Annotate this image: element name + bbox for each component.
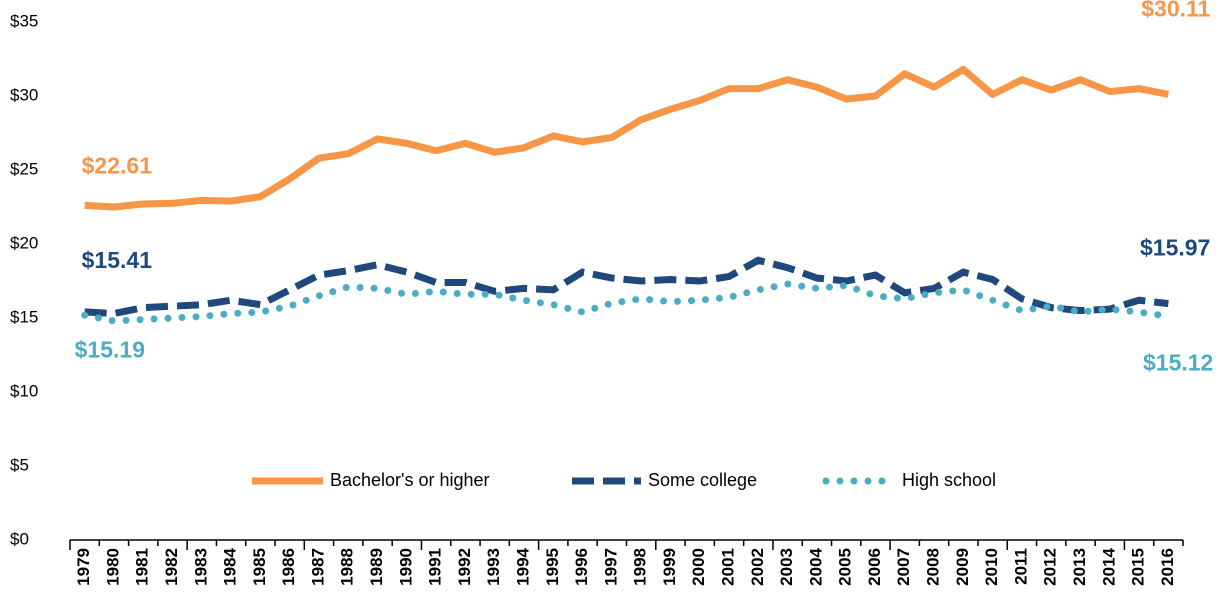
- data-label: $15.12: [1143, 349, 1213, 375]
- x-tick-label: 2008: [924, 548, 943, 586]
- x-tick-label: 2011: [1011, 548, 1030, 585]
- y-tick-label: $0: [10, 529, 29, 548]
- x-tick-label: 1998: [631, 548, 650, 586]
- x-tick-label: 2000: [689, 548, 708, 586]
- x-tick-label: 2012: [1041, 548, 1060, 586]
- y-tick-label: $10: [10, 381, 38, 400]
- x-tick-label: 1982: [162, 548, 181, 586]
- y-tick-label: $15: [10, 307, 38, 326]
- y-tick-label: $5: [10, 455, 29, 474]
- x-tick-label: 1994: [513, 547, 532, 585]
- x-tick-label: 2004: [806, 547, 825, 585]
- x-tick-label: 1987: [308, 548, 327, 586]
- x-tick-label: 2015: [1129, 548, 1148, 586]
- x-tick-label: 2014: [1099, 547, 1118, 585]
- x-tick-label: 1983: [191, 548, 210, 586]
- x-tick-label: 2009: [953, 548, 972, 586]
- y-tick-label: $25: [10, 159, 38, 178]
- series-line: [84, 256, 1169, 318]
- x-tick-label: 1979: [74, 548, 93, 586]
- x-tick-label: 1997: [601, 548, 620, 586]
- data-label: $22.61: [82, 152, 153, 178]
- y-tick-label: $20: [10, 233, 38, 252]
- x-tick-label: 1980: [103, 548, 122, 586]
- y-tick-label: $35: [10, 11, 38, 30]
- x-tick-label: 1981: [133, 548, 152, 586]
- x-tick-label: 2005: [836, 548, 855, 586]
- x-tick-label: 1996: [572, 548, 591, 586]
- x-tick-label: 2013: [1070, 548, 1089, 586]
- x-tick-label: 2016: [1158, 548, 1177, 586]
- x-tick-label: 2002: [748, 548, 767, 586]
- x-tick-label: 1984: [221, 547, 240, 585]
- x-tick-label: 1995: [543, 548, 562, 586]
- x-tick-label: 2006: [865, 548, 884, 586]
- x-tick-label: 1989: [367, 548, 386, 586]
- x-tick-label: 1988: [338, 548, 357, 586]
- legend-label: High school: [902, 470, 996, 490]
- y-tick-label: $30: [10, 85, 38, 104]
- legend-label: Some college: [648, 470, 757, 490]
- x-tick-label: 1999: [660, 548, 679, 586]
- x-tick-label: 1990: [396, 548, 415, 586]
- x-tick-label: 1991: [426, 548, 445, 586]
- data-label: $15.41: [82, 247, 153, 273]
- x-tick-label: 2001: [718, 548, 737, 586]
- x-tick-label: 1992: [455, 548, 474, 586]
- data-label: $15.97: [1140, 235, 1210, 261]
- x-tick-label: 1985: [250, 548, 269, 586]
- data-label: $30.11: [1141, 0, 1210, 21]
- x-tick-label: 2007: [894, 548, 913, 586]
- x-tick-label: 2010: [982, 548, 1001, 586]
- legend-label: Bachelor's or higher: [330, 470, 490, 490]
- x-tick-label: 1986: [279, 548, 298, 586]
- data-label: $15.19: [75, 336, 145, 362]
- x-tick-label: 1993: [484, 548, 503, 586]
- series-line: [84, 65, 1170, 211]
- series-line: [81, 280, 1172, 325]
- x-tick-label: 2003: [777, 548, 796, 586]
